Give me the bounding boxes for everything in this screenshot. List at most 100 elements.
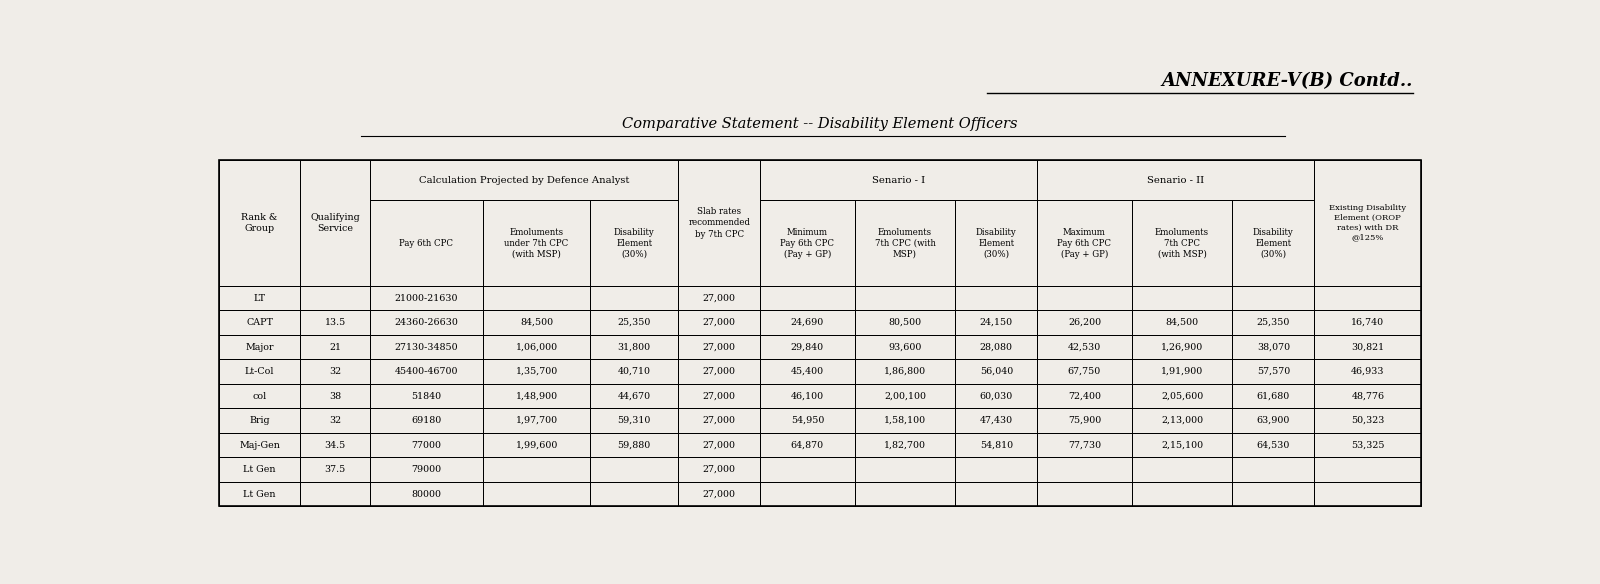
Bar (1232, 335, 1314, 359)
Text: 45400-46700: 45400-46700 (395, 367, 458, 376)
Bar (1037, 384, 1131, 408)
Text: Major: Major (245, 343, 274, 352)
Bar (1037, 200, 1131, 286)
Text: Qualifying
Service: Qualifying Service (310, 213, 360, 233)
Bar (1232, 200, 1314, 286)
Bar (678, 311, 760, 335)
Bar (955, 311, 1037, 335)
Bar (955, 408, 1037, 433)
Bar (1037, 359, 1131, 384)
Text: 30,821: 30,821 (1352, 343, 1384, 352)
Text: 84,500: 84,500 (520, 318, 554, 327)
Bar (590, 200, 678, 286)
Text: 57,570: 57,570 (1256, 367, 1290, 376)
Text: 60,030: 60,030 (979, 392, 1013, 401)
Bar (219, 335, 301, 359)
Text: 42,530: 42,530 (1067, 343, 1101, 352)
Text: 27,000: 27,000 (702, 343, 736, 352)
Text: 25,350: 25,350 (1256, 318, 1290, 327)
Bar (301, 160, 370, 286)
Text: 27130-34850: 27130-34850 (395, 343, 458, 352)
Bar (370, 359, 483, 384)
Text: 27,000: 27,000 (702, 367, 736, 376)
Bar (301, 311, 370, 335)
Bar (370, 457, 483, 482)
Bar (301, 433, 370, 457)
Bar (955, 200, 1037, 286)
Text: 32: 32 (330, 416, 341, 425)
Bar (854, 311, 955, 335)
Bar (219, 160, 301, 286)
Text: 25,350: 25,350 (618, 318, 651, 327)
Text: 46,100: 46,100 (790, 392, 824, 401)
Bar (301, 286, 370, 311)
Text: 50,323: 50,323 (1350, 416, 1384, 425)
Bar (219, 359, 301, 384)
Bar (590, 335, 678, 359)
Bar (1232, 311, 1314, 335)
Bar (760, 433, 854, 457)
Bar (854, 433, 955, 457)
Text: 80000: 80000 (411, 489, 442, 499)
Text: 59,310: 59,310 (618, 416, 651, 425)
Bar (1314, 160, 1421, 286)
Text: 1,06,000: 1,06,000 (515, 343, 558, 352)
Bar (1314, 457, 1421, 482)
Bar (219, 311, 301, 335)
Bar (1131, 359, 1232, 384)
Text: 27,000: 27,000 (702, 392, 736, 401)
Bar (370, 433, 483, 457)
Text: 45,400: 45,400 (790, 367, 824, 376)
Text: 46,933: 46,933 (1350, 367, 1384, 376)
Text: Maximum
Pay 6th CPC
(Pay + GP): Maximum Pay 6th CPC (Pay + GP) (1058, 228, 1112, 259)
Text: 56,040: 56,040 (979, 367, 1013, 376)
Bar (590, 408, 678, 433)
Text: col: col (253, 392, 267, 401)
Text: Brig: Brig (250, 416, 270, 425)
Bar (1131, 335, 1232, 359)
Bar (760, 335, 854, 359)
Bar (483, 482, 590, 506)
Text: 32: 32 (330, 367, 341, 376)
Bar (760, 408, 854, 433)
Text: Lt-Col: Lt-Col (245, 367, 274, 376)
Bar (483, 335, 590, 359)
Bar (1232, 286, 1314, 311)
Bar (590, 384, 678, 408)
Text: 21: 21 (330, 343, 341, 352)
Text: 13.5: 13.5 (325, 318, 346, 327)
Bar (1314, 335, 1421, 359)
Text: 64,870: 64,870 (790, 440, 824, 450)
Text: 24,150: 24,150 (979, 318, 1013, 327)
Bar (955, 433, 1037, 457)
Bar (219, 433, 301, 457)
Bar (219, 482, 301, 506)
Text: Emoluments
under 7th CPC
(with MSP): Emoluments under 7th CPC (with MSP) (504, 228, 568, 259)
Text: 34.5: 34.5 (325, 440, 346, 450)
Text: CAPT: CAPT (246, 318, 274, 327)
Bar (1131, 408, 1232, 433)
Bar (955, 359, 1037, 384)
Bar (760, 286, 854, 311)
Text: Minimum
Pay 6th CPC
(Pay + GP): Minimum Pay 6th CPC (Pay + GP) (781, 228, 835, 259)
Text: 27,000: 27,000 (702, 416, 736, 425)
Text: 27,000: 27,000 (702, 440, 736, 450)
Text: Existing Disability
Element (OROP
rates) with DR
@125%: Existing Disability Element (OROP rates)… (1330, 204, 1406, 242)
Bar (370, 408, 483, 433)
Text: 93,600: 93,600 (888, 343, 922, 352)
Bar (301, 408, 370, 433)
Text: Calculation Projected by Defence Analyst: Calculation Projected by Defence Analyst (419, 176, 629, 185)
Bar (219, 286, 301, 311)
Bar (854, 359, 955, 384)
Bar (301, 359, 370, 384)
Bar (854, 384, 955, 408)
Text: 54,950: 54,950 (790, 416, 824, 425)
Bar (590, 457, 678, 482)
Bar (301, 335, 370, 359)
Text: Senario - I: Senario - I (872, 176, 925, 185)
Text: 27,000: 27,000 (702, 294, 736, 303)
Text: 1,86,800: 1,86,800 (883, 367, 926, 376)
Bar (760, 311, 854, 335)
Text: 24360-26630: 24360-26630 (395, 318, 458, 327)
Bar (1232, 384, 1314, 408)
